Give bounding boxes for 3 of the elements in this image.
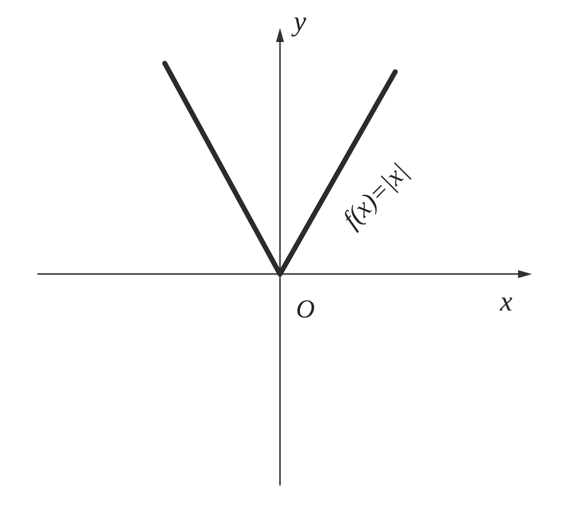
text: O [296,294,315,324]
y-axis-title: y [290,6,307,38]
x-axis-title: x [499,286,513,318]
